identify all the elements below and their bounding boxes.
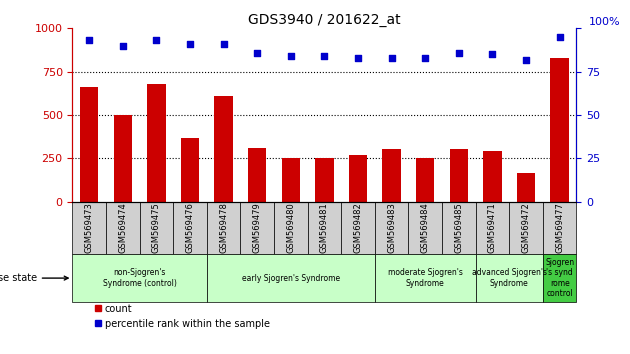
Legend: count, percentile rank within the sample: count, percentile rank within the sample xyxy=(94,304,270,329)
Bar xyxy=(543,202,576,254)
Bar xyxy=(282,158,300,202)
Point xyxy=(521,57,531,62)
Bar xyxy=(517,173,536,202)
Bar xyxy=(173,202,207,254)
Text: GSM569482: GSM569482 xyxy=(353,202,362,253)
Bar xyxy=(248,148,266,202)
Text: GSM569473: GSM569473 xyxy=(85,202,94,253)
Bar xyxy=(382,149,401,202)
Bar xyxy=(483,150,501,202)
Bar xyxy=(375,202,408,254)
Text: early Sjogren's Syndrome: early Sjogren's Syndrome xyxy=(242,274,340,282)
Text: non-Sjogren's
Syndrome (control): non-Sjogren's Syndrome (control) xyxy=(103,268,176,288)
Bar xyxy=(241,202,274,254)
Bar xyxy=(307,202,341,254)
Bar xyxy=(315,159,334,202)
Point xyxy=(252,50,262,56)
Bar xyxy=(476,254,543,302)
Point xyxy=(387,55,397,61)
Text: GSM569477: GSM569477 xyxy=(555,202,564,253)
Text: moderate Sjogren's
Syndrome: moderate Sjogren's Syndrome xyxy=(388,268,462,288)
Text: GSM569484: GSM569484 xyxy=(421,202,430,253)
Text: GSM569475: GSM569475 xyxy=(152,202,161,253)
Point xyxy=(286,53,296,59)
Text: GSM569478: GSM569478 xyxy=(219,202,228,253)
Bar xyxy=(341,202,375,254)
Point xyxy=(319,53,329,59)
Bar xyxy=(375,254,476,302)
Bar xyxy=(106,202,140,254)
Point xyxy=(353,55,363,61)
Bar xyxy=(408,202,442,254)
Bar xyxy=(181,138,199,202)
Text: GSM569472: GSM569472 xyxy=(522,202,530,253)
Bar xyxy=(274,202,307,254)
Bar xyxy=(551,58,569,202)
Point xyxy=(118,43,128,48)
Bar xyxy=(113,115,132,202)
Bar xyxy=(140,202,173,254)
Bar xyxy=(207,254,375,302)
Bar xyxy=(80,87,98,202)
Text: GSM569474: GSM569474 xyxy=(118,202,127,253)
Text: GSM569479: GSM569479 xyxy=(253,202,261,253)
Text: GSM569480: GSM569480 xyxy=(287,202,295,253)
Text: advanced Sjogren's
Syndrome: advanced Sjogren's Syndrome xyxy=(472,268,547,288)
Bar xyxy=(72,202,106,254)
Point xyxy=(488,51,498,57)
Point xyxy=(420,55,430,61)
Text: GSM569483: GSM569483 xyxy=(387,202,396,253)
Bar xyxy=(476,202,509,254)
Y-axis label: 100%: 100% xyxy=(588,17,620,27)
Bar xyxy=(543,254,576,302)
Text: disease state: disease state xyxy=(0,273,68,283)
Text: GSM569471: GSM569471 xyxy=(488,202,497,253)
Text: GSM569481: GSM569481 xyxy=(320,202,329,253)
Point xyxy=(84,38,94,43)
Text: GSM569476: GSM569476 xyxy=(186,202,195,253)
Bar xyxy=(72,254,207,302)
Title: GDS3940 / 201622_at: GDS3940 / 201622_at xyxy=(248,13,401,27)
Bar xyxy=(349,155,367,202)
Text: GSM569485: GSM569485 xyxy=(454,202,463,253)
Text: Sjogren
's synd
rome
control: Sjogren 's synd rome control xyxy=(545,258,574,298)
Point xyxy=(454,50,464,56)
Point xyxy=(185,41,195,47)
Bar xyxy=(214,96,233,202)
Point xyxy=(554,34,564,40)
Bar xyxy=(442,202,476,254)
Bar xyxy=(207,202,241,254)
Bar xyxy=(509,202,543,254)
Bar xyxy=(450,149,468,202)
Bar xyxy=(416,159,435,202)
Point xyxy=(151,38,161,43)
Bar xyxy=(147,84,166,202)
Point xyxy=(219,41,229,47)
